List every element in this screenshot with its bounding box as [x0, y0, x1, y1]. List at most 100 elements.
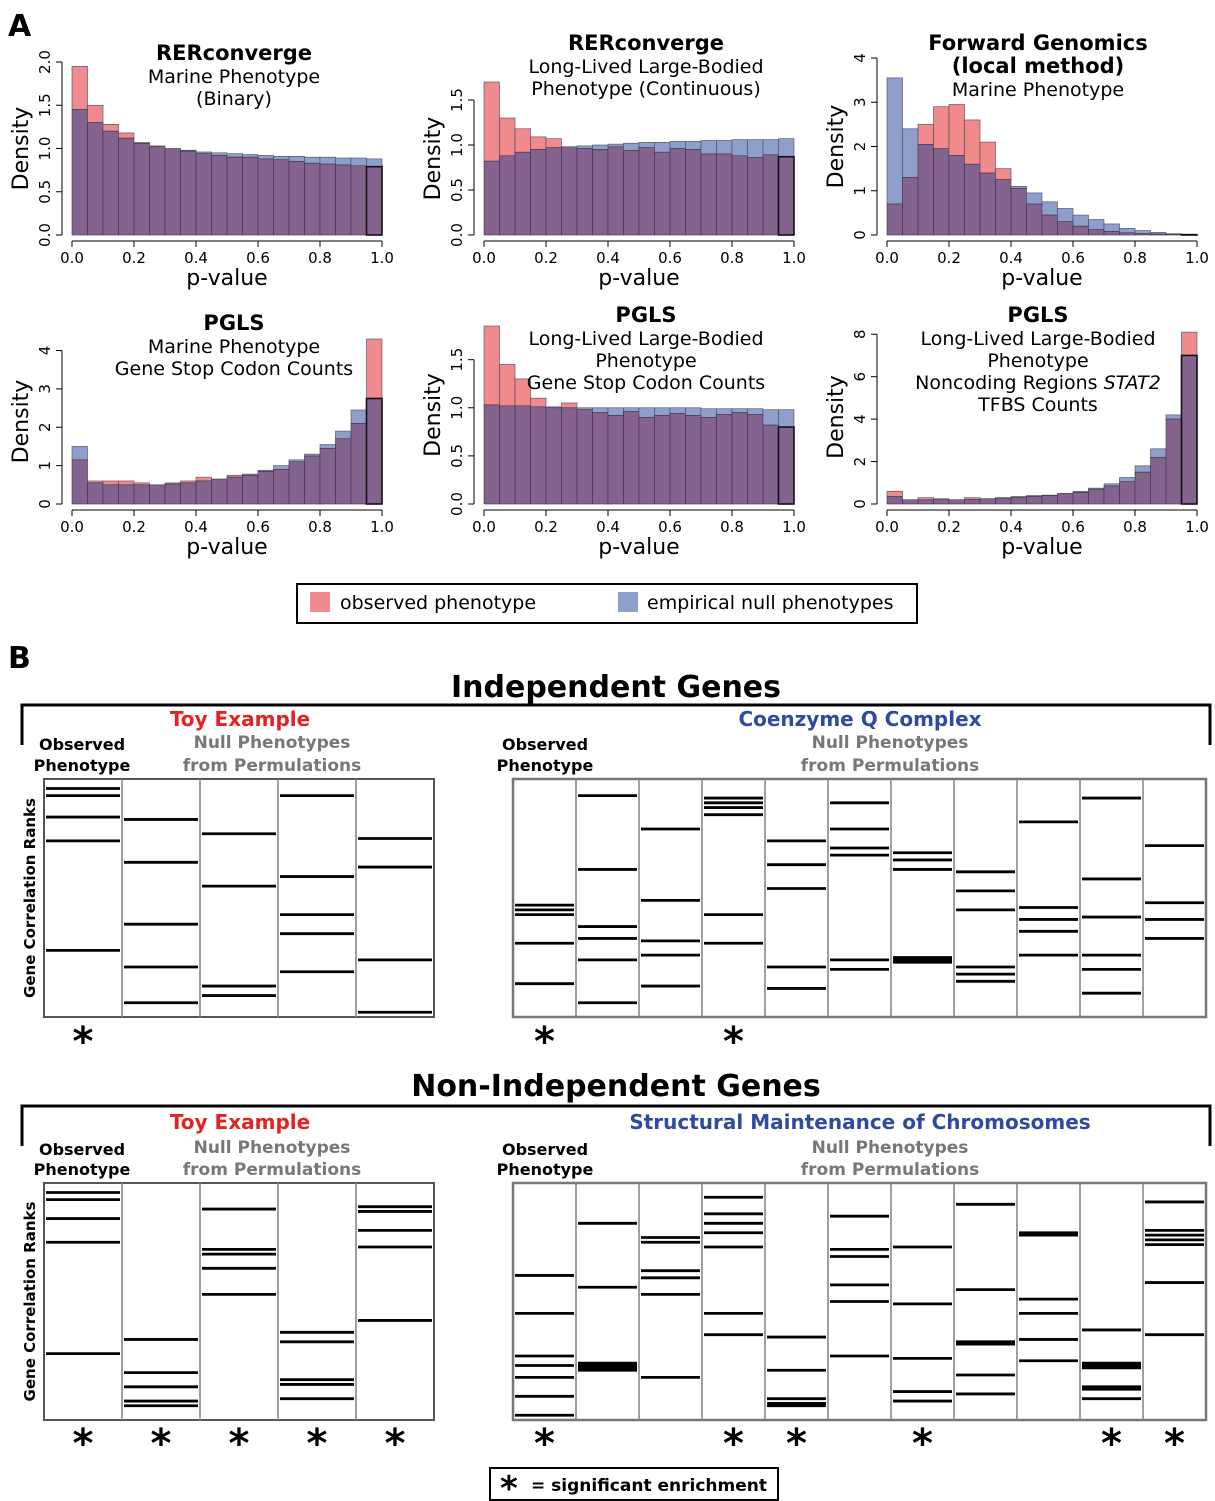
bar-overlap	[118, 484, 135, 505]
y-tick-label: 1.0	[448, 396, 466, 420]
bar-overlap	[1010, 188, 1027, 236]
bar-excess	[71, 66, 88, 110]
section-bracket	[20, 703, 1212, 745]
bar-overlap	[607, 415, 624, 505]
y-tick-label: 0.0	[36, 223, 54, 247]
y-tick-label: 8	[851, 329, 869, 339]
bar-excess	[226, 153, 243, 158]
bar-excess	[102, 123, 119, 132]
chart-subtitle: Long-Lived Large-Bodied	[528, 328, 763, 350]
panel-a-label: A	[8, 9, 32, 44]
x-tick-label: 0.8	[720, 249, 744, 267]
bar-last-outline	[365, 397, 383, 505]
bar-overlap	[731, 412, 748, 505]
x-tick-label: 0.0	[60, 249, 84, 267]
x-tick-label: 0.2	[937, 249, 961, 267]
x-tick-label: 0.0	[875, 518, 899, 536]
bar-excess	[1134, 465, 1151, 473]
y-tick-label: 0.0	[448, 223, 466, 247]
bar-overlap	[902, 177, 919, 236]
bar-overlap	[514, 405, 531, 505]
bar-overlap	[1165, 418, 1182, 505]
bar-overlap	[319, 163, 336, 236]
bar-overlap	[592, 149, 609, 236]
chart-subtitle: Long-Lived Large-Bodied	[528, 56, 763, 78]
chart-title: (local method)	[952, 54, 1125, 78]
bar-overlap	[561, 146, 578, 236]
bar-overlap	[102, 130, 119, 236]
bar-excess	[886, 490, 903, 497]
bar-excess	[1134, 230, 1151, 234]
null-label: Null Phenotypes	[812, 1138, 969, 1158]
x-tick-label: 1.0	[370, 249, 394, 267]
y-axis-label: Density	[824, 105, 849, 189]
bar-overlap	[964, 163, 981, 236]
x-tick-label: 0.8	[1123, 518, 1147, 536]
bar-overlap	[149, 146, 166, 236]
bar-overlap	[700, 417, 717, 505]
y-axis-label: Density	[824, 375, 849, 459]
y-tick-label: 2.0	[36, 50, 54, 74]
bar-excess	[483, 81, 500, 162]
chart-title: PGLS	[1007, 303, 1068, 327]
bar-overlap	[1072, 225, 1089, 236]
bar-excess	[1057, 208, 1074, 223]
bar-overlap	[576, 148, 593, 236]
observed-label: Phenotype	[34, 1160, 131, 1179]
bar-overlap	[948, 499, 965, 505]
significance-star: *	[229, 1421, 250, 1467]
bar-overlap	[273, 469, 290, 505]
y-tick-label: 0.0	[448, 492, 466, 516]
y-tick-label: 0	[851, 499, 869, 509]
bar-overlap	[288, 461, 305, 505]
toy-rank-grid: *	[43, 778, 435, 1065]
bar-overlap	[102, 484, 119, 505]
x-tick-label: 0.2	[534, 518, 558, 536]
bar-excess	[638, 142, 655, 149]
bar-excess	[530, 136, 547, 150]
bar-excess	[654, 407, 671, 416]
bar-excess	[514, 128, 531, 153]
y-tick-label: 1.5	[448, 88, 466, 112]
bar-overlap	[366, 398, 383, 505]
bar-excess	[335, 430, 352, 440]
x-tick-label: 0.2	[937, 518, 961, 536]
observed-label: Phenotype	[34, 756, 131, 775]
bar-overlap	[483, 404, 500, 505]
y-tick-label: 2	[851, 142, 869, 152]
bar-overlap	[700, 153, 717, 236]
bar-overlap	[716, 414, 733, 505]
y-axis-label: Density	[421, 117, 446, 201]
bar-excess	[762, 409, 779, 426]
y-axis-label: Density	[9, 107, 34, 191]
x-tick-label: 1.0	[370, 518, 394, 536]
null-label: Null Phenotypes	[194, 1138, 351, 1158]
bar-overlap	[747, 414, 764, 505]
bar-excess	[273, 155, 290, 161]
section-bracket	[20, 1104, 1212, 1146]
bar-excess	[366, 338, 383, 399]
footnote-text: = significant enrichment	[531, 1476, 767, 1496]
observed-label: Observed	[39, 735, 125, 754]
bar-overlap	[350, 423, 367, 505]
bar-excess	[87, 104, 104, 123]
bar-overlap	[242, 474, 259, 505]
y-tick-label: 0.5	[448, 178, 466, 202]
bar-excess	[1010, 186, 1027, 189]
bar-excess	[607, 407, 624, 416]
significance-star: *	[723, 1421, 744, 1467]
x-tick-label: 0.0	[472, 518, 496, 536]
bar-excess	[638, 407, 655, 418]
x-axis-label: p-value	[1001, 266, 1082, 291]
x-tick-label: 0.4	[999, 249, 1023, 267]
rank-grid-box	[43, 1182, 435, 1421]
x-axis-label: p-value	[1001, 535, 1082, 560]
toy-title: Toy Example	[170, 707, 310, 731]
bar-overlap	[195, 153, 212, 236]
bar-excess	[902, 128, 919, 178]
bar-overlap	[933, 499, 950, 505]
bar-overlap	[886, 203, 903, 236]
y-tick-label: 1.0	[448, 133, 466, 157]
bar-overlap	[226, 156, 243, 236]
x-tick-label: 0.4	[596, 518, 620, 536]
